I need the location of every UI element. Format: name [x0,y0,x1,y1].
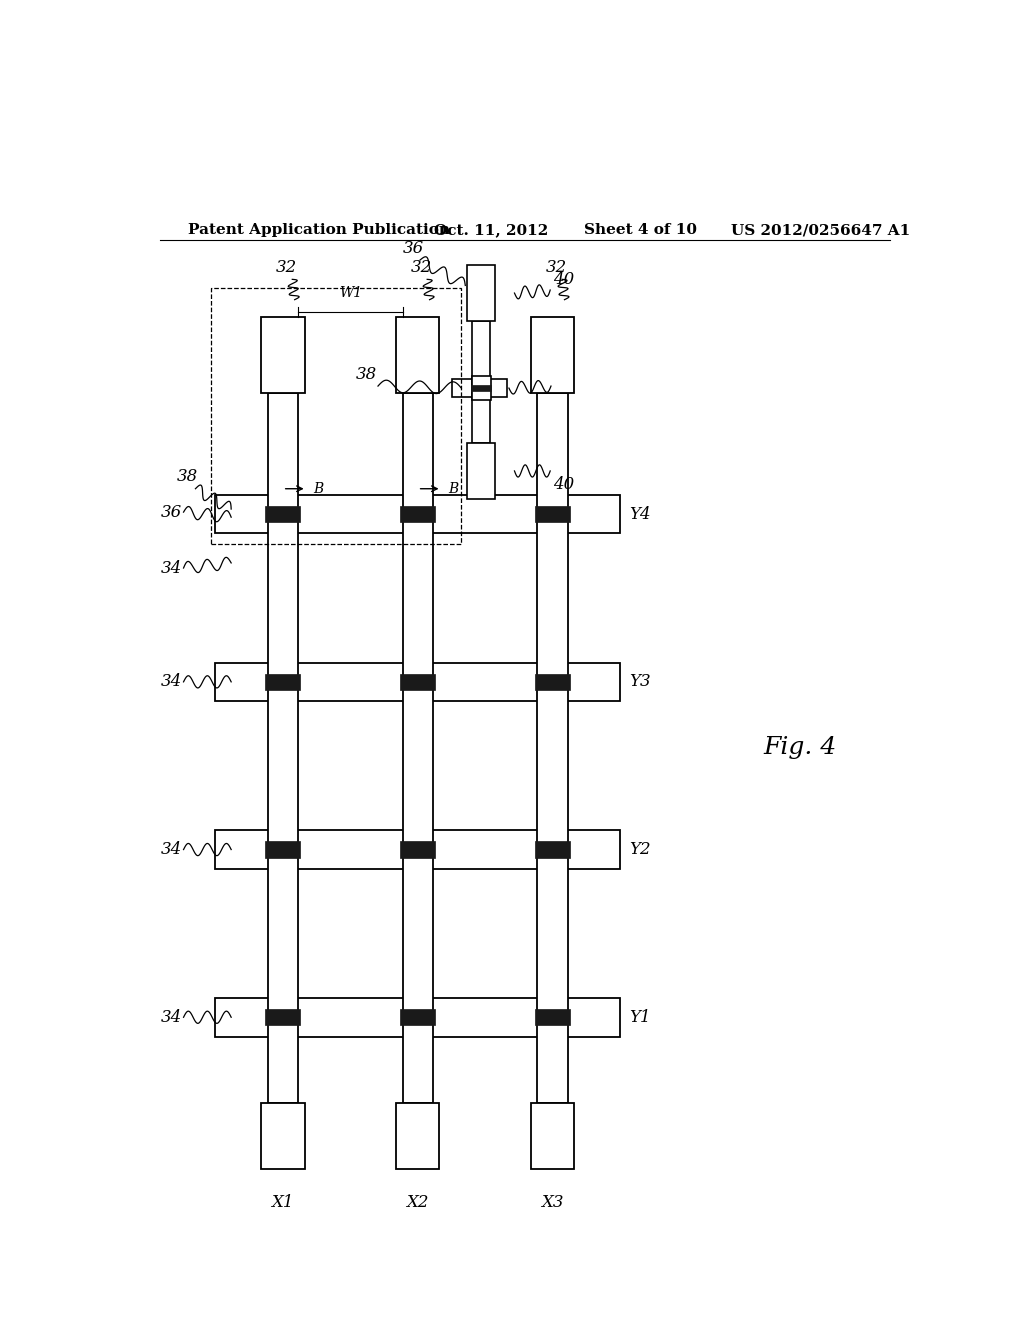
Bar [215,495,621,533]
Text: Fig. 4: Fig. 4 [763,737,837,759]
Bar [265,506,300,523]
Bar [400,841,435,858]
Text: X1: X1 [271,1195,294,1212]
Text: B: B [313,482,324,496]
Bar [265,1008,300,1026]
Bar [530,317,574,393]
Bar [467,265,496,321]
Bar [215,998,621,1036]
Bar [261,1102,304,1168]
Text: 32: 32 [276,259,297,276]
Bar [452,379,507,397]
Bar [472,321,489,444]
Bar [396,1102,439,1168]
Bar [400,673,435,690]
Text: 34: 34 [161,1008,182,1026]
Text: 40: 40 [553,477,573,494]
Bar [402,393,433,1102]
Bar [400,1008,435,1026]
Text: US 2012/0256647 A1: US 2012/0256647 A1 [731,223,910,238]
Text: Oct. 11, 2012: Oct. 11, 2012 [433,223,548,238]
Text: Y1: Y1 [630,1008,651,1026]
Text: Y2: Y2 [630,841,651,858]
Text: 40: 40 [553,271,573,288]
Bar [536,1008,570,1026]
Bar [467,444,496,499]
Text: 34: 34 [161,560,182,577]
Text: 32: 32 [546,259,567,276]
Text: Patent Application Publication: Patent Application Publication [187,223,450,238]
Bar [215,663,621,701]
Text: W1: W1 [339,285,361,300]
Bar [530,1102,574,1168]
Text: B: B [447,482,458,496]
Text: Y4: Y4 [630,506,651,523]
Bar [536,506,570,523]
Text: Sheet 4 of 10: Sheet 4 of 10 [585,223,697,238]
Bar [472,376,490,400]
Bar [536,673,570,690]
Bar [265,841,300,858]
Text: X2: X2 [407,1195,429,1212]
Bar [267,393,298,1102]
Text: 34: 34 [161,673,182,690]
Text: 34: 34 [161,841,182,858]
Text: 32: 32 [553,366,573,383]
Bar [261,317,304,393]
Text: X3: X3 [542,1195,564,1212]
Text: 38: 38 [355,366,377,383]
Bar [211,289,461,544]
Bar [538,393,567,1102]
Bar [400,506,435,523]
Text: Y3: Y3 [630,673,651,690]
Bar [471,385,492,391]
Bar [396,317,439,393]
Text: 36: 36 [403,240,424,257]
Text: 38: 38 [177,467,199,484]
Bar [265,673,300,690]
Bar [215,830,621,869]
Text: 32: 32 [411,259,432,276]
Bar [536,841,570,858]
Text: 36: 36 [161,504,182,520]
